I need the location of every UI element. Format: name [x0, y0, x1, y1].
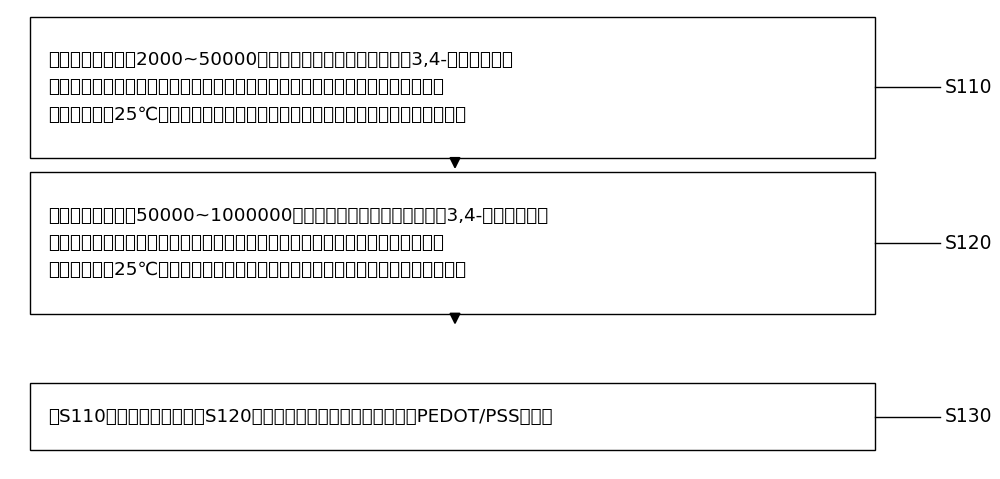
Text: S120: S120 — [945, 234, 993, 252]
Text: S130: S130 — [945, 407, 993, 426]
Text: 将S110得到的第一分散液和S120得到的第二分散液混合均匀，得到PEDOT/PSS分散液: 将S110得到的第一分散液和S120得到的第二分散液混合均匀，得到PEDOT/P… — [48, 408, 553, 426]
Text: S110: S110 — [945, 78, 993, 97]
FancyBboxPatch shape — [30, 383, 875, 450]
FancyBboxPatch shape — [30, 17, 875, 158]
FancyBboxPatch shape — [30, 172, 875, 314]
Text: 配置重均分子量为50000~1000000的聚苯乙烯磺酸的水溶液，加入3,4-乙烯二氧噻吩
和乳化剂，搅拌反应至形成透明均一的体系，再加入对甲苯磺酸铁和过硫酸铵: 配置重均分子量为50000~1000000的聚苯乙烯磺酸的水溶液，加入3,4-乙… — [48, 207, 548, 279]
Text: 配置重均分子量为2000~50000的聚苯乙烯磺酸的水溶液，加入3,4-乙烯二氧噻吩
和乳化剂，搅拌反应至形成透明均一的体系，再加入对甲苯磺酸铁和过硫酸铵，保
: 配置重均分子量为2000~50000的聚苯乙烯磺酸的水溶液，加入3,4-乙烯二氧… — [48, 51, 513, 124]
